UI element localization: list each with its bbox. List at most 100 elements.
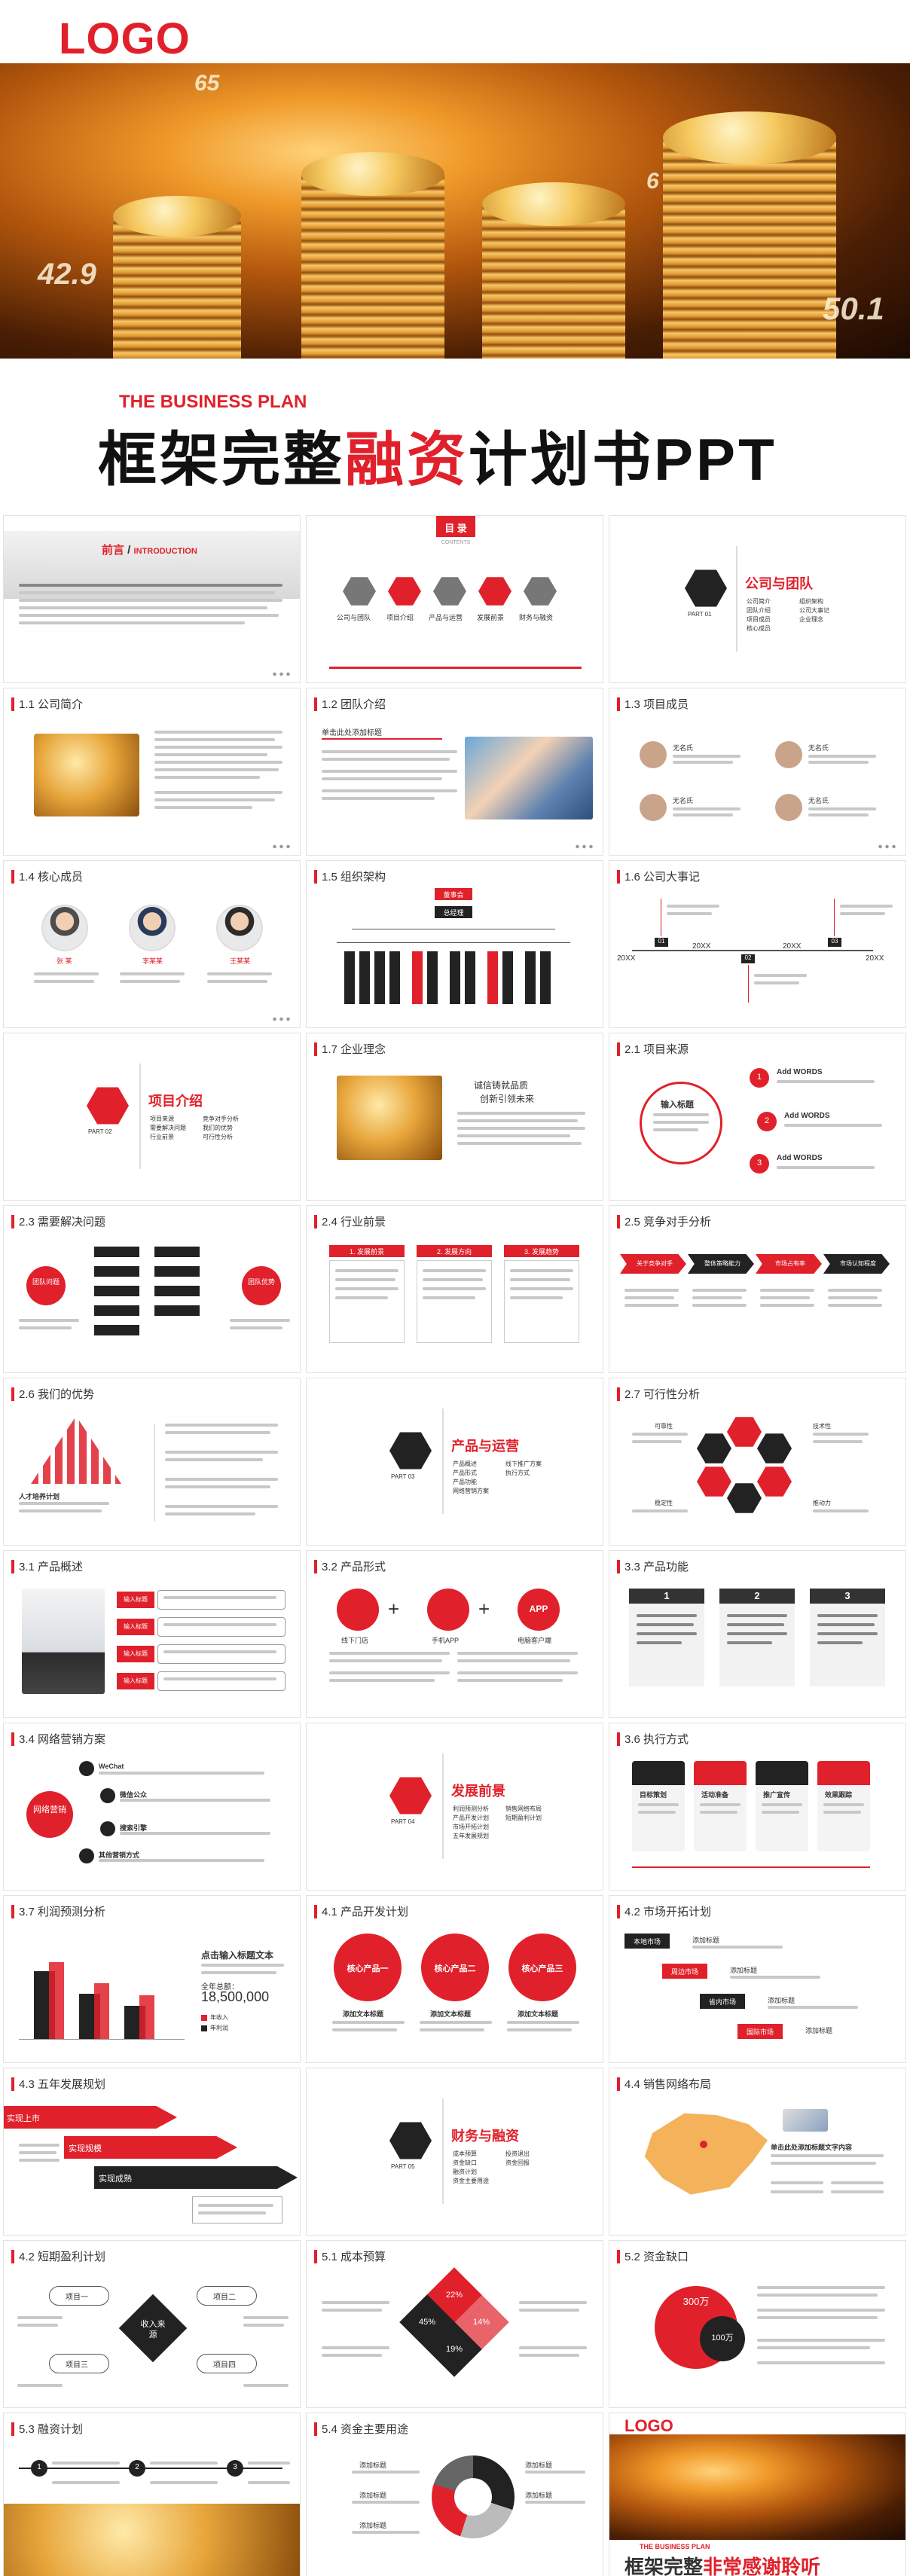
- usage-label: 添加标题: [525, 2492, 553, 2499]
- market-label: 添加标题: [805, 2027, 833, 2034]
- slide-2-5[interactable]: 2.5 竞争对手分析 关于竞争对手 整体策略能力 市场占有率 市场认知程度: [609, 1205, 906, 1373]
- contents-item[interactable]: 财务与融资: [519, 614, 554, 621]
- financing-num: 2: [135, 2463, 139, 2471]
- part-item: 网络营销方案: [453, 1488, 489, 1494]
- plan-bar: 实现上市: [7, 2114, 40, 2123]
- part-item: 组织架构: [799, 598, 823, 605]
- slide-part-04[interactable]: PART 04 发展前景 利润预测分析 产品开发计划 市场开拓计划 五年发展规划…: [306, 1723, 603, 1891]
- timeline-year: 20XX: [692, 942, 711, 951]
- cover-slide: LOGO 65 42.9 50.1 6 THE BUSINESS PLAN 框架…: [0, 0, 910, 512]
- income-center: 收入来源: [140, 2320, 166, 2339]
- slide-3-2[interactable]: 3.2 产品形式 + + APP 线下门店 手机APP 电脑客户端: [306, 1550, 603, 1718]
- slide-title: 2.3 需要解决问题: [19, 1216, 106, 1228]
- source-num: 1: [756, 1073, 762, 1082]
- slide-2-6[interactable]: 2.6 我们的优势 人才培养计划: [3, 1378, 301, 1546]
- slide-4-2-market[interactable]: 4.2 市场开拓计划 本地市场 周边市场 省内市场 国际市场 添加标题 添加标题…: [609, 1895, 906, 2063]
- slide-part-01[interactable]: PART 01 公司与团队 公司简介 团队介绍 项目成员 核心成员 组织架构 公…: [609, 515, 906, 683]
- slide-title: 4.1 产品开发计划: [322, 1906, 409, 1918]
- part-item: 短期盈利计划: [505, 1814, 542, 1821]
- part-label: PART 01: [688, 611, 712, 618]
- prospect-tab[interactable]: 2. 发展方向: [436, 1248, 472, 1256]
- slide-2-4[interactable]: 2.4 行业前景 1. 发展前景 2. 发展方向 3. 发展趋势: [306, 1205, 603, 1373]
- slide-title: 3.3 产品功能: [624, 1561, 689, 1573]
- slide-3-1[interactable]: 3.1 产品概述 输入标题 输入标题 输入标题 输入标题: [3, 1550, 301, 1718]
- slide-4-2-profit[interactable]: 4.2 短期盈利计划 收入来源 项目一 项目二 项目三 项目四: [3, 2240, 301, 2408]
- part-item: 执行方式: [505, 1470, 530, 1476]
- slide-2-3[interactable]: 2.3 需要解决问题 团队问题 团队优势: [3, 1205, 301, 1373]
- product-form-label: 电脑客户端: [518, 1637, 552, 1644]
- part-item: 产品开发计划: [453, 1814, 489, 1821]
- slide-1-6[interactable]: 1.6 公司大事记 20XX 20XX 20XX 20XX 01 02 03: [609, 860, 906, 1028]
- part-title: 发展前景: [451, 1784, 505, 1799]
- contents-item[interactable]: 发展前景: [477, 614, 505, 621]
- income-item: 项目二: [213, 2294, 236, 2302]
- slide-3-7[interactable]: 3.7 利润预测分析 点击输入标题文本 全年总额： 18,500,000 年收入…: [3, 1895, 301, 2063]
- slide-2-7[interactable]: 2.7 可行性分析 可靠性 技术性 稳定性 推动力: [609, 1378, 906, 1546]
- contents-item[interactable]: 产品与运营: [429, 614, 463, 621]
- core-product: 核心产品三: [521, 1964, 563, 1973]
- competitor-step: 整体策略能力: [704, 1260, 741, 1267]
- slide-4-4[interactable]: 4.4 销售网络布局 单击此处添加标题文字内容: [609, 2068, 906, 2236]
- prospect-tab[interactable]: 3. 发展趋势: [524, 1248, 559, 1256]
- slide-5-3[interactable]: 5.3 融资计划 1 2 3: [3, 2413, 301, 2576]
- part-item: 行业前景: [150, 1134, 174, 1140]
- source-num: 2: [764, 1116, 770, 1125]
- gap-amount: 100万: [711, 2333, 734, 2343]
- slide-thank-you[interactable]: LOGO THE BUSINESS PLAN 框架完整非常感谢聆听: [609, 2413, 906, 2576]
- slide-introduction[interactable]: 前言 / INTRODUCTION: [3, 515, 301, 683]
- contents-item[interactable]: 项目介绍: [386, 614, 414, 621]
- profit-total-label: 全年总额：: [201, 1983, 239, 1992]
- slide-3-3[interactable]: 3.3 产品功能 1 2 3: [609, 1550, 906, 1718]
- budget-pct: 45%: [418, 2318, 436, 2327]
- execution-step: 推广宣传: [763, 1791, 791, 1799]
- competitor-step: 关于竞争对手: [637, 1260, 673, 1267]
- slide-title: 1.2 团队介绍: [322, 698, 386, 711]
- china-map: [644, 2113, 768, 2195]
- team-photo: [465, 737, 593, 819]
- financing-num: 3: [233, 2463, 237, 2471]
- slide-contents[interactable]: 目 录 CONTENTS 公司与团队 项目介绍 产品与运营 发展前景 财务与融资: [306, 515, 603, 683]
- core-member-name: 张 某: [56, 957, 72, 965]
- slide-title: 4.4 销售网络布局: [624, 2078, 712, 2091]
- cover-title: 框架完整融资计划书PPT: [98, 413, 777, 497]
- hero-number: 42.9: [38, 258, 96, 291]
- timeline-year: 20XX: [866, 954, 884, 963]
- slide-3-4[interactable]: 3.4 网络营销方案 网络营销 WeChat 微信公众 搜索引擎 其他营销方式: [3, 1723, 301, 1891]
- part-item: 产品概述: [453, 1460, 477, 1467]
- overview-tag: 输入标题: [124, 1623, 148, 1630]
- slide-part-05[interactable]: PART 05 财务与融资 成本预算 资金缺口 融资计划 资金主要用途 投资退出…: [306, 2068, 603, 2236]
- slide-3-6[interactable]: 3.6 执行方式 目标策划 活动准备 推广宣传 效果跟踪: [609, 1723, 906, 1891]
- legend-item: 年利润: [210, 2025, 228, 2031]
- slide-1-7[interactable]: 1.7 企业理念 诚信铸就品质 创新引领未来: [306, 1033, 603, 1201]
- slide-part-03[interactable]: PART 03 产品与运营 产品概述 产品形式 产品功能 网络营销方案 线下推广…: [306, 1378, 603, 1546]
- slide-5-4[interactable]: 5.4 资金主要用途 添加标题 添加标题 添加标题 添加标题 添加标题: [306, 2413, 603, 2576]
- part-title: 产品与运营: [451, 1439, 519, 1454]
- prospect-tab[interactable]: 1. 发展前景: [349, 1248, 384, 1256]
- slide-4-3[interactable]: 4.3 五年发展规划 实现上市 实现规模 实现成熟: [3, 2068, 301, 2236]
- budget-pct: 14%: [472, 2318, 490, 2327]
- part-item: 资金主要用途: [453, 2178, 489, 2184]
- market-label: 添加标题: [730, 1967, 758, 1974]
- slide-1-4[interactable]: 1.4 核心成员 张 某 李某某 王某某: [3, 860, 301, 1028]
- slide-4-1[interactable]: 4.1 产品开发计划 核心产品一 核心产品二 核心产品三 添加文本标题 添加文本…: [306, 1895, 603, 2063]
- overview-tag: 输入标题: [124, 1596, 148, 1603]
- product-sub: 添加文本标题: [430, 2010, 472, 2018]
- slide-1-3[interactable]: 1.3 项目成员 无名氏 无名氏 无名氏 无名氏: [609, 688, 906, 856]
- slide-part-02[interactable]: PART 02 项目介绍 项目来源 需要解决问题 行业前景 竞争对手分析 我们的…: [3, 1033, 301, 1201]
- slide-5-2[interactable]: 5.2 资金缺口 300万 100万: [609, 2240, 906, 2408]
- intro-title: 前言 / INTRODUCTION: [102, 544, 197, 557]
- slide-title: 5.4 资金主要用途: [322, 2423, 409, 2436]
- plan-bar: 实现规模: [69, 2144, 102, 2153]
- slide-2-1[interactable]: 2.1 项目来源 输入标题 1 2 3 Add WORDS Add WORDS …: [609, 1033, 906, 1201]
- problem-left: 团队问题: [32, 1278, 60, 1286]
- slide-1-5[interactable]: 1.5 组织架构 董事会 总经理: [306, 860, 603, 1028]
- market-step: 本地市场: [633, 1938, 661, 1946]
- function-num: 1: [664, 1590, 670, 1601]
- slide-1-2[interactable]: 1.2 团队介绍 单击此处添加标题: [306, 688, 603, 856]
- budget-pct: 22%: [445, 2291, 463, 2300]
- slide-5-1[interactable]: 5.1 成本预算 22% 45% 19% 14%: [306, 2240, 603, 2408]
- advantage-label: 人才培养计划: [19, 1493, 60, 1500]
- contents-item[interactable]: 公司与团队: [337, 614, 371, 621]
- slide-1-1[interactable]: 1.1 公司简介: [3, 688, 301, 856]
- part-title: 公司与团队: [745, 576, 813, 591]
